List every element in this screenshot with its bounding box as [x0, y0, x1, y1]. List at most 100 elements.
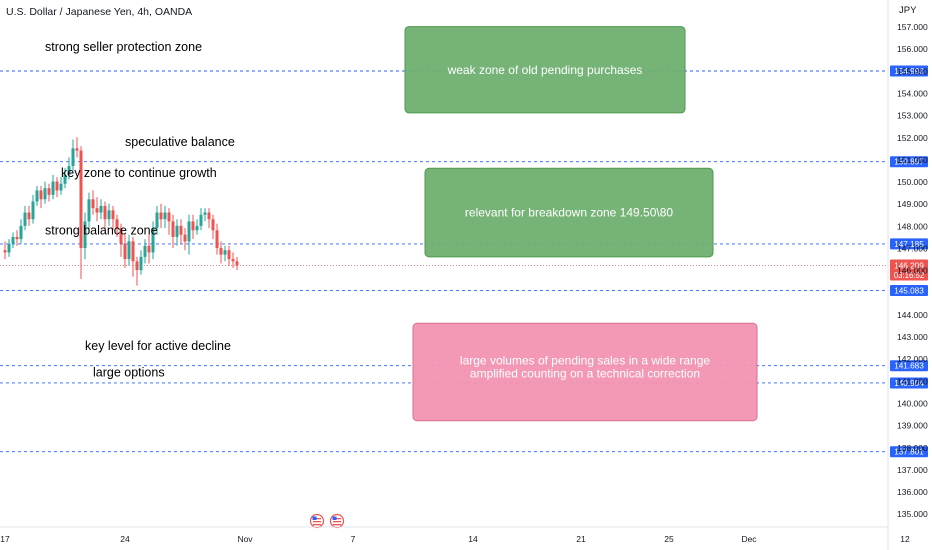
candle-body: [91, 199, 95, 209]
candle-body: [171, 221, 175, 237]
candle-body: [99, 205, 103, 213]
candle-body: [15, 236, 19, 240]
y-tick-label: 143.000: [897, 332, 928, 342]
annotation-label: strong balance zone: [45, 224, 158, 238]
flag-stripe: [333, 518, 341, 520]
x-tick-label: 21: [576, 534, 586, 544]
flag-canton: [312, 516, 317, 520]
annotation-label: key level for active decline: [85, 339, 231, 353]
x-tick-label: 25: [664, 534, 674, 544]
candle-body: [55, 181, 59, 191]
candle-body: [79, 150, 83, 248]
y-tick-label: 141.000: [897, 376, 928, 386]
candle-body: [219, 248, 223, 255]
y-tick-label: 139.000: [897, 421, 928, 431]
candle-body: [235, 261, 239, 266]
candle-body: [71, 148, 75, 167]
annotation-box-text: weak zone of old pending purchases: [447, 63, 643, 77]
candle-body: [163, 212, 167, 220]
us-flag-event-icon: [329, 513, 345, 529]
level-price-label: 141.683: [894, 362, 924, 371]
us-flag-event-icon: [309, 513, 325, 529]
flag-canton: [332, 516, 337, 520]
candle-body: [59, 183, 63, 191]
candle-body: [159, 212, 163, 220]
level-price-tag: [890, 156, 928, 168]
level-price-tag: [890, 446, 928, 458]
annotation-label: strong seller protection zone: [45, 40, 202, 54]
y-tick-label: 155.000: [897, 66, 928, 76]
level-price-label: 147.185: [894, 240, 924, 249]
level-price-label: 150.897: [894, 158, 924, 167]
candle-body: [35, 190, 39, 202]
y-tick-label: 137.000: [897, 465, 928, 475]
level-price-tag: [890, 238, 928, 250]
current-price-tag: [890, 259, 928, 281]
y-tick-label: 150.000: [897, 177, 928, 187]
candle-body: [19, 225, 23, 240]
candle-body: [167, 212, 171, 222]
level-price-tag: [890, 377, 928, 389]
flag-stripe: [313, 518, 321, 520]
annotation-texts: strong seller protection zone speculative…: [45, 40, 235, 379]
candle-body: [139, 256, 143, 271]
y-tick-label: 148.000: [897, 221, 928, 231]
candle-body: [143, 245, 147, 257]
y-tick-label: 151.000: [897, 155, 928, 165]
event-icons: [309, 513, 345, 529]
candle-body: [135, 261, 139, 271]
annotation-boxes: weak zone of old pending purchases releva…: [404, 26, 758, 422]
candle-body: [43, 188, 47, 200]
y-tick-label: 153.000: [897, 111, 928, 121]
currency-label: JPY: [899, 5, 917, 16]
candle-body: [11, 236, 15, 244]
candle-body: [227, 250, 231, 260]
y-tick-label: 142.000: [897, 354, 928, 364]
candle-body: [151, 228, 155, 253]
candle-body: [115, 219, 119, 229]
candle-body: [23, 212, 27, 226]
candle-body: [7, 243, 11, 253]
flag-stripe: [313, 524, 321, 526]
annotation-box: [424, 167, 714, 258]
candles: [3, 137, 239, 286]
candle-body: [67, 166, 71, 175]
current-price-label: 146.209: [894, 262, 924, 271]
y-tick-label: 136.000: [897, 487, 928, 497]
level-price-label: 140.904: [894, 379, 924, 388]
y-tick-label: 147.000: [897, 244, 928, 254]
candle-body: [87, 199, 91, 222]
candle-body: [51, 181, 55, 195]
candle-body: [203, 212, 207, 215]
annotation-box-text: large volumes of pending sales in a wide…: [460, 354, 710, 368]
candle-body: [179, 225, 183, 235]
candle-body: [175, 225, 179, 237]
candle-body: [187, 221, 191, 242]
candle-body: [27, 212, 31, 220]
y-tick-label: 157.000: [897, 22, 928, 32]
flag-stripe: [333, 521, 341, 523]
y-tick-label: 140.000: [897, 399, 928, 409]
candle-body: [75, 148, 79, 151]
candle-body: [147, 245, 151, 253]
candle-body: [31, 201, 35, 220]
x-tick-label: 24: [120, 534, 130, 544]
annotation-label: key zone to continue growth: [61, 166, 217, 180]
candle-body: [195, 225, 199, 231]
annotation-label: large options: [93, 365, 165, 379]
candle-body: [83, 221, 87, 248]
y-tick-label: 144.000: [897, 310, 928, 320]
annotation-box: [412, 322, 758, 422]
candle-body: [207, 212, 211, 220]
y-tick-label: 138.000: [897, 443, 928, 453]
candle-body: [103, 205, 107, 220]
level-price-tag: [890, 360, 928, 372]
candle-body: [95, 208, 99, 213]
candle-body: [155, 212, 159, 229]
x-tick-label: Nov: [237, 534, 253, 544]
candle-body: [215, 230, 219, 248]
current-price-countdown: 03:16:52: [894, 271, 924, 280]
y-tick-label: 135.000: [897, 509, 928, 519]
